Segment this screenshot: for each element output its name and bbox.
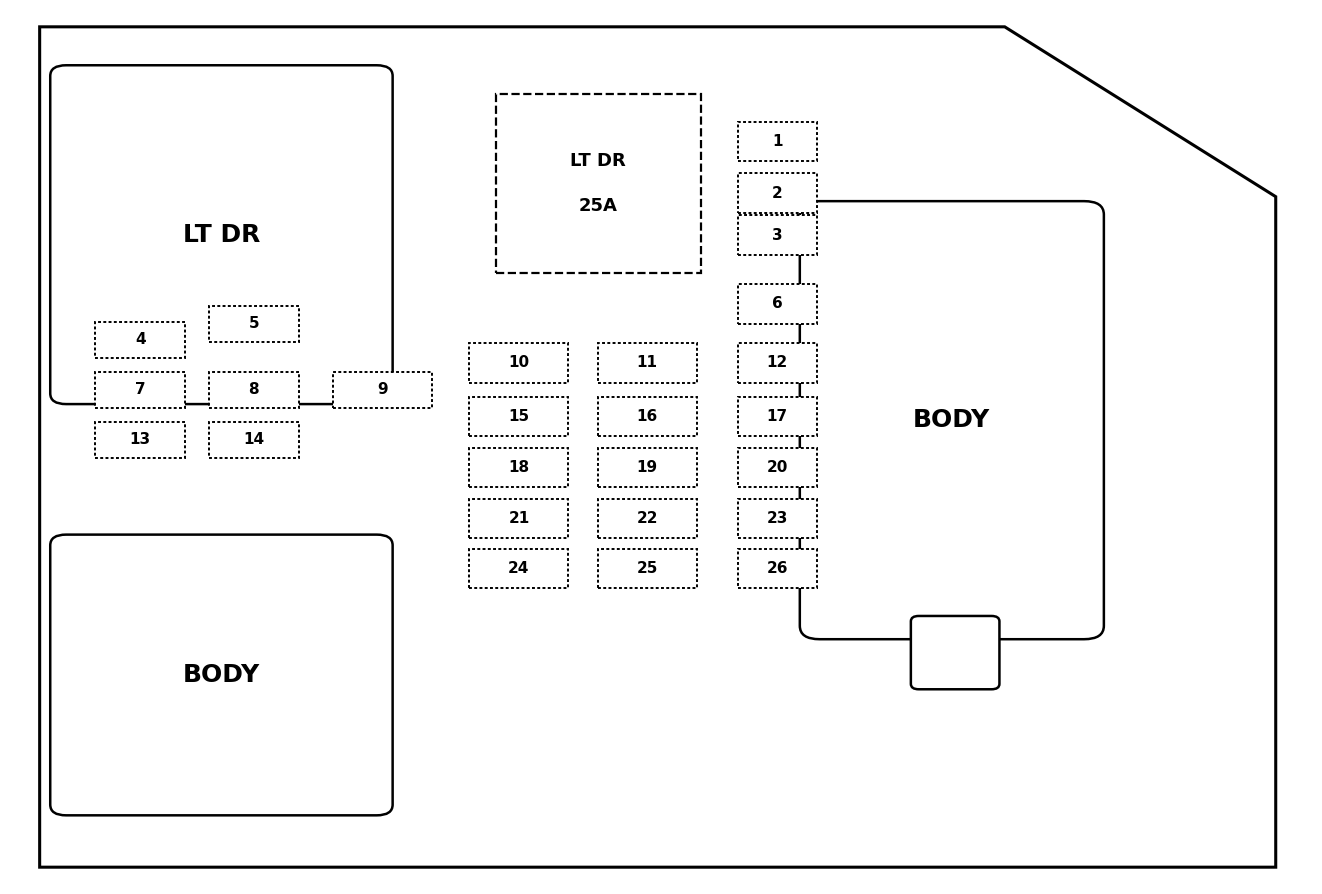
FancyBboxPatch shape xyxy=(50,535,393,815)
Text: 22: 22 xyxy=(636,511,658,526)
Bar xyxy=(598,343,697,383)
Bar xyxy=(598,499,697,538)
Bar xyxy=(738,397,817,436)
Text: 15: 15 xyxy=(509,409,529,424)
Text: 23: 23 xyxy=(767,511,788,526)
Text: 25: 25 xyxy=(636,561,658,576)
Bar xyxy=(598,397,697,436)
Bar xyxy=(209,422,299,458)
Bar xyxy=(209,372,299,408)
Bar xyxy=(469,499,568,538)
Text: 21: 21 xyxy=(508,511,530,526)
Bar xyxy=(333,372,432,408)
Text: 2: 2 xyxy=(772,186,783,200)
Bar xyxy=(95,372,185,408)
Text: 14: 14 xyxy=(243,433,264,447)
FancyBboxPatch shape xyxy=(911,616,999,689)
Bar xyxy=(738,122,817,161)
Text: 5: 5 xyxy=(249,316,259,331)
Text: BODY: BODY xyxy=(914,409,990,432)
Bar xyxy=(738,549,817,588)
Text: 26: 26 xyxy=(767,561,788,576)
FancyBboxPatch shape xyxy=(50,65,393,404)
Text: 19: 19 xyxy=(637,460,657,475)
Text: LT DR: LT DR xyxy=(570,152,627,170)
Bar xyxy=(496,94,701,273)
Bar xyxy=(738,448,817,487)
Text: 7: 7 xyxy=(135,383,145,397)
Bar xyxy=(469,448,568,487)
Text: 25A: 25A xyxy=(579,197,617,215)
Bar xyxy=(209,306,299,342)
Text: 10: 10 xyxy=(509,356,529,370)
Bar xyxy=(95,422,185,458)
Polygon shape xyxy=(40,27,1276,867)
Text: 20: 20 xyxy=(767,460,788,475)
Text: 1: 1 xyxy=(772,134,783,148)
Text: 11: 11 xyxy=(637,356,657,370)
Bar xyxy=(598,549,697,588)
Text: 17: 17 xyxy=(767,409,788,424)
Bar xyxy=(469,397,568,436)
Text: 8: 8 xyxy=(249,383,259,397)
Text: 13: 13 xyxy=(130,433,151,447)
Bar xyxy=(738,173,817,213)
Text: 18: 18 xyxy=(509,460,529,475)
Bar xyxy=(469,549,568,588)
Text: 24: 24 xyxy=(508,561,530,576)
Text: 16: 16 xyxy=(636,409,658,424)
Bar xyxy=(738,343,817,383)
Text: 6: 6 xyxy=(772,297,783,311)
Text: 9: 9 xyxy=(377,383,389,397)
Bar xyxy=(738,215,817,255)
Bar xyxy=(738,499,817,538)
FancyBboxPatch shape xyxy=(800,201,1104,639)
Text: BODY: BODY xyxy=(182,663,260,687)
Text: 12: 12 xyxy=(767,356,788,370)
Bar xyxy=(95,322,185,358)
Bar xyxy=(738,284,817,324)
Bar xyxy=(469,343,568,383)
Text: 4: 4 xyxy=(135,333,145,347)
Text: 3: 3 xyxy=(772,228,783,242)
Text: LT DR: LT DR xyxy=(182,223,260,247)
Bar xyxy=(598,448,697,487)
